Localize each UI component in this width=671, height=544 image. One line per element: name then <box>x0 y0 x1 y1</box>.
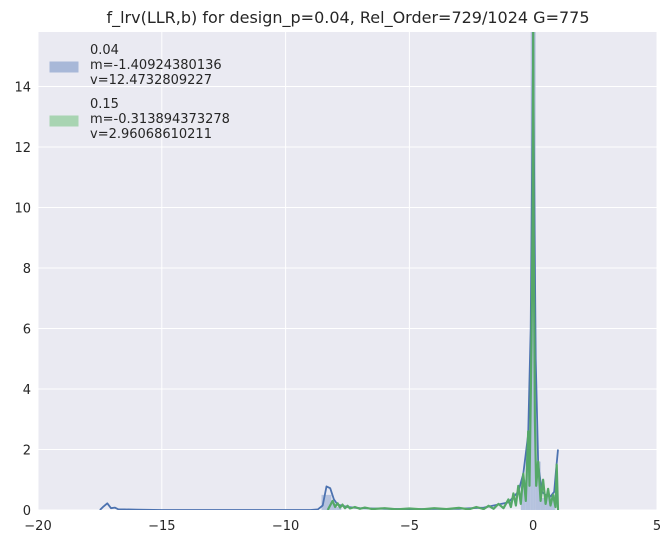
x-axis-ticks: −20 −15 −10 −5 0 5 <box>24 519 661 534</box>
chart-title: f_lrv(LLR,b) for design_p=0.04, Rel_Orde… <box>106 8 589 28</box>
histogram-bar <box>336 506 342 510</box>
legend: 0.04 m=-1.40924380136 v=12.4732809227 0.1… <box>49 43 230 142</box>
histogram-bar <box>520 479 526 510</box>
histogram-bar <box>326 494 332 510</box>
x-tick-label: −10 <box>272 519 299 534</box>
series-line-0.15 <box>326 32 560 510</box>
histogram-bar <box>535 461 541 510</box>
histogram-bar <box>545 494 551 510</box>
histogram-bar <box>550 494 556 510</box>
legend-label: m=-0.313894373278 <box>90 112 230 127</box>
y-tick-label: 12 <box>14 141 31 156</box>
histogram-bar <box>331 503 337 510</box>
y-tick-label: 6 <box>23 322 31 337</box>
legend-label: m=-1.40924380136 <box>90 58 222 73</box>
y-tick-label: 10 <box>14 201 31 216</box>
legend-label: v=12.4732809227 <box>90 73 212 88</box>
plot-area <box>38 32 657 510</box>
histogram-bar <box>525 449 531 510</box>
y-tick-label: 8 <box>23 262 31 277</box>
series-lines <box>99 32 560 510</box>
legend-label: v=2.96068610211 <box>90 127 212 142</box>
y-tick-label: 2 <box>23 443 31 458</box>
legend-label: 0.15 <box>90 97 119 112</box>
x-tick-label: −5 <box>400 519 419 534</box>
y-tick-label: 4 <box>23 383 31 398</box>
x-tick-label: 5 <box>653 519 661 534</box>
legend-label: 0.04 <box>90 43 119 58</box>
legend-swatch <box>49 115 79 127</box>
x-tick-label: −15 <box>148 519 175 534</box>
y-tick-label: 0 <box>23 504 31 519</box>
x-tick-label: −20 <box>24 519 51 534</box>
histogram-bar <box>540 497 546 510</box>
legend-swatch <box>49 61 79 73</box>
y-axis-ticks: 0 2 4 6 8 10 12 14 <box>14 80 31 519</box>
x-tick-label: 0 <box>529 519 537 534</box>
y-tick-label: 14 <box>14 80 31 95</box>
